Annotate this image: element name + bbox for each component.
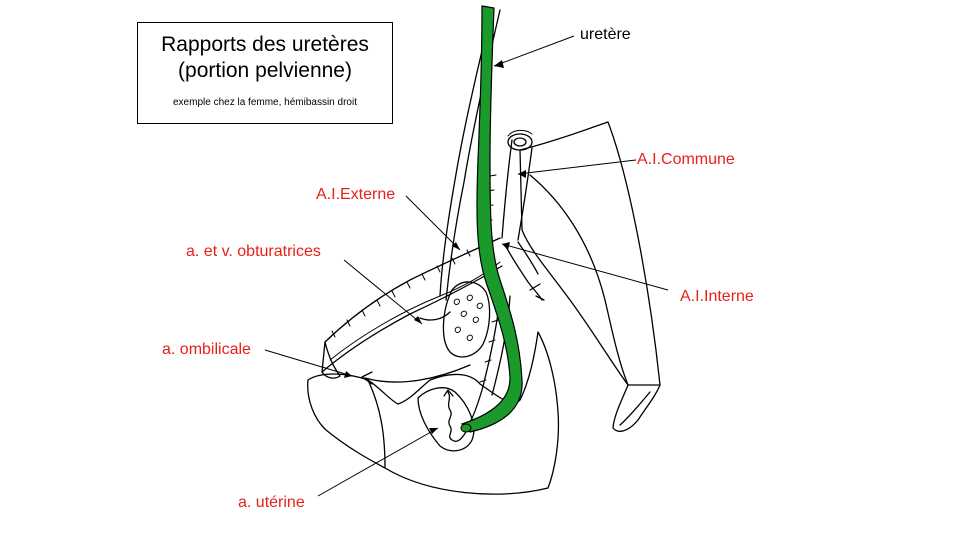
uterine-artery xyxy=(447,391,467,442)
title-box: Rapports des uretères (portion pelvienne… xyxy=(137,22,393,124)
title-line2: (portion pelvienne) xyxy=(178,59,352,82)
iliac-wing-inner xyxy=(529,174,629,386)
leader-ai-interne xyxy=(501,243,669,291)
obturator-foramen xyxy=(417,387,475,452)
label-ai-interne: A.I.Interne xyxy=(680,288,754,305)
internal-iliac-artery xyxy=(504,241,543,301)
ureter xyxy=(460,5,523,433)
leader-obturatrices xyxy=(343,259,423,325)
common-iliac-lumen xyxy=(507,133,533,151)
leader-uretere xyxy=(493,35,575,67)
label-ai-commune: A.I.Commune xyxy=(637,151,735,168)
leader-ai-commune xyxy=(517,159,637,175)
title-subtitle: exemple chez la femme, hémibassin droit xyxy=(173,97,357,108)
label-uterine: a. utérine xyxy=(238,494,305,511)
title-line1: Rapports des uretères xyxy=(161,33,369,56)
label-ai-externe: A.I.Externe xyxy=(316,186,396,203)
leader-ombilicale xyxy=(264,349,353,377)
label-ombilicale: a. ombilicale xyxy=(162,341,251,358)
pubis-ischium xyxy=(307,331,560,495)
umbilical-artery xyxy=(364,364,471,383)
common-iliac-artery xyxy=(501,139,533,241)
label-obturatrices: a. et v. obturatrices xyxy=(186,243,321,260)
iliac-wing xyxy=(519,121,661,386)
leader-uterine xyxy=(317,427,439,497)
external-iliac-artery xyxy=(321,237,503,373)
ischial-piece xyxy=(612,384,661,432)
label-uretere: uretère xyxy=(580,26,631,43)
ovary xyxy=(442,281,491,358)
leader-ai-externe xyxy=(405,195,461,251)
